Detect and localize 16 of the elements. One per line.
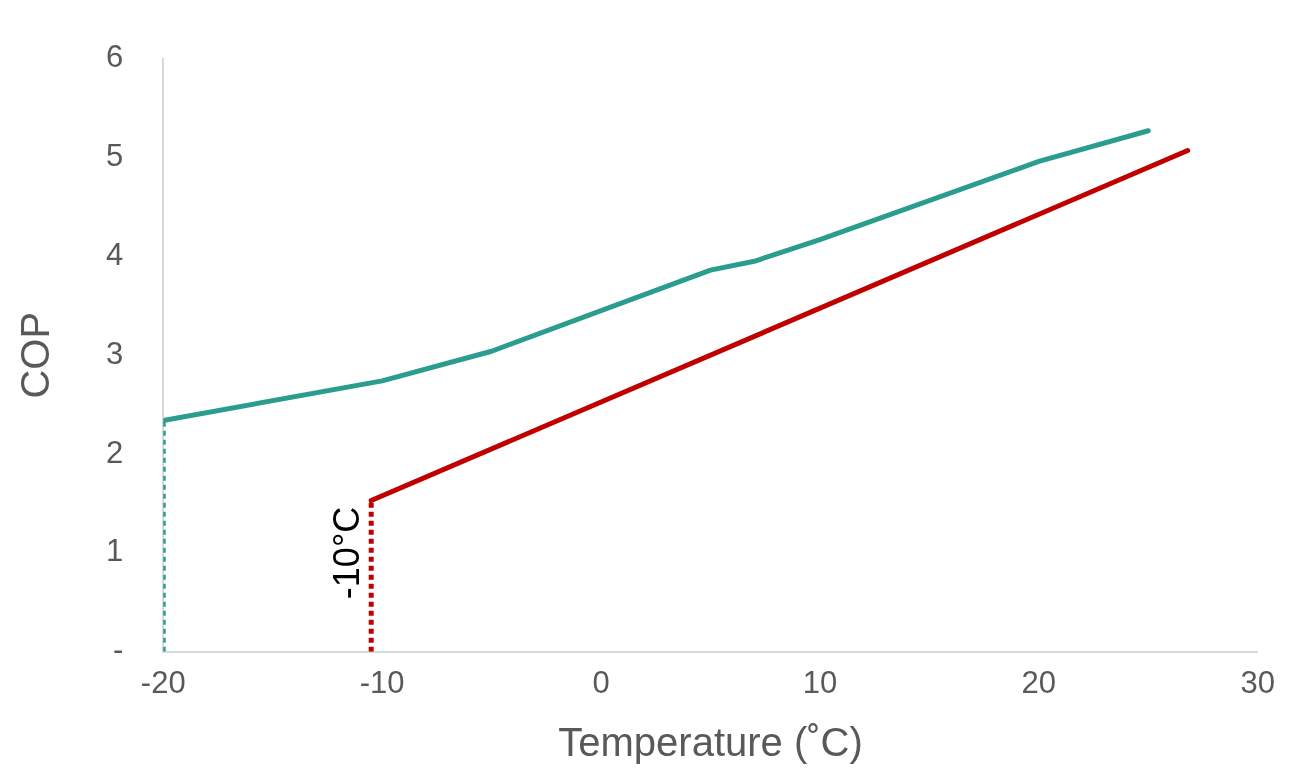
y-tick-label: 1 bbox=[105, 533, 124, 569]
y-tick-label: 2 bbox=[105, 434, 124, 470]
y-tick-label: 6 bbox=[105, 39, 124, 75]
y-tick-label: 3 bbox=[105, 335, 124, 371]
y-tick-label: 5 bbox=[105, 138, 124, 174]
x-tick-label: 30 bbox=[1240, 664, 1275, 700]
x-tick-label: 10 bbox=[802, 664, 838, 700]
x-axis-title: Temperature (˚C) bbox=[558, 720, 863, 765]
x-tick-label: -10 bbox=[359, 664, 405, 700]
y-tick-label: 4 bbox=[105, 236, 124, 272]
x-tick-label: 0 bbox=[592, 664, 610, 700]
y-axis-title: COP bbox=[13, 311, 58, 399]
y-tick-label: - bbox=[112, 632, 124, 668]
x-tick-label: 20 bbox=[1021, 664, 1057, 700]
annotation: -10°C bbox=[326, 506, 368, 600]
x-tick-label: -20 bbox=[140, 664, 186, 700]
